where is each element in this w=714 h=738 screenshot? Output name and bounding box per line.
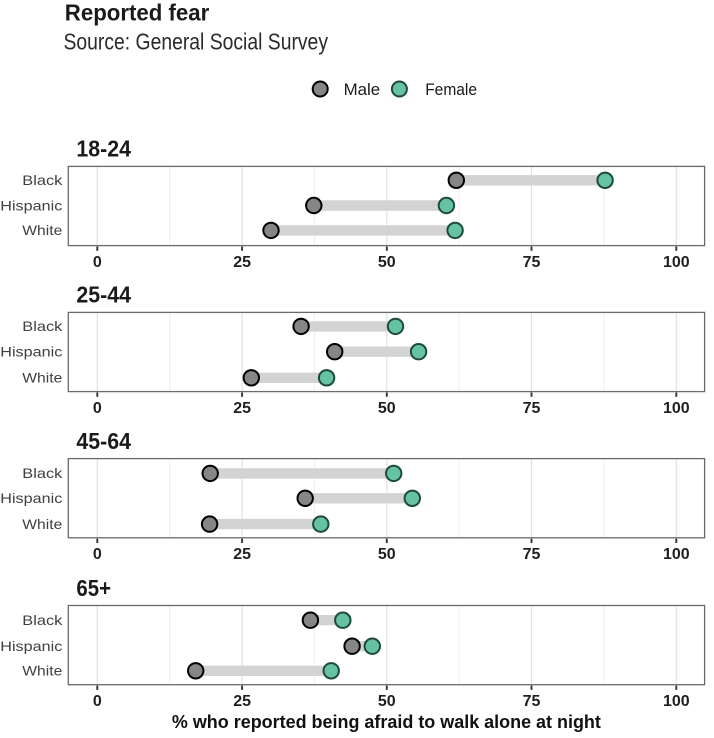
svg-text:75: 75 <box>523 546 541 563</box>
svg-text:Black: Black <box>22 172 63 188</box>
svg-text:75: 75 <box>523 400 541 417</box>
svg-text:45-64: 45-64 <box>76 428 131 454</box>
svg-text:50: 50 <box>378 546 396 563</box>
svg-text:50: 50 <box>378 254 396 271</box>
svg-text:White: White <box>22 663 62 679</box>
svg-text:0: 0 <box>93 254 102 271</box>
svg-text:25: 25 <box>233 400 251 417</box>
svg-text:75: 75 <box>523 693 541 710</box>
svg-text:Source: General Social Survey: Source: General Social Survey <box>64 29 329 55</box>
svg-text:Hispanic: Hispanic <box>0 490 62 506</box>
svg-text:0: 0 <box>93 546 102 563</box>
svg-text:65+: 65+ <box>76 575 111 601</box>
svg-text:50: 50 <box>378 400 396 417</box>
svg-text:Hispanic: Hispanic <box>0 638 62 654</box>
svg-text:18-24: 18-24 <box>76 136 131 162</box>
svg-text:% who reported being afraid to: % who reported being afraid to walk alon… <box>172 712 601 732</box>
svg-text:White: White <box>22 222 62 238</box>
svg-text:0: 0 <box>93 693 102 710</box>
svg-text:100: 100 <box>663 546 690 563</box>
svg-text:Female: Female <box>425 80 477 99</box>
svg-text:Black: Black <box>22 612 63 628</box>
svg-text:Hispanic: Hispanic <box>0 344 62 360</box>
svg-text:White: White <box>22 370 62 386</box>
svg-text:25: 25 <box>233 546 251 563</box>
svg-text:Reported fear: Reported fear <box>65 0 210 26</box>
svg-text:Black: Black <box>22 318 63 334</box>
svg-text:25: 25 <box>233 693 251 710</box>
svg-text:75: 75 <box>523 254 541 271</box>
svg-text:25: 25 <box>233 254 251 271</box>
svg-text:Male: Male <box>344 80 381 99</box>
svg-text:50: 50 <box>378 693 396 710</box>
svg-text:100: 100 <box>663 254 690 271</box>
svg-text:100: 100 <box>663 693 690 710</box>
svg-text:25-44: 25-44 <box>76 282 131 308</box>
svg-text:White: White <box>22 516 62 532</box>
svg-text:Black: Black <box>22 465 63 481</box>
svg-text:100: 100 <box>663 400 690 417</box>
svg-text:0: 0 <box>93 400 102 417</box>
svg-text:Hispanic: Hispanic <box>0 197 62 213</box>
